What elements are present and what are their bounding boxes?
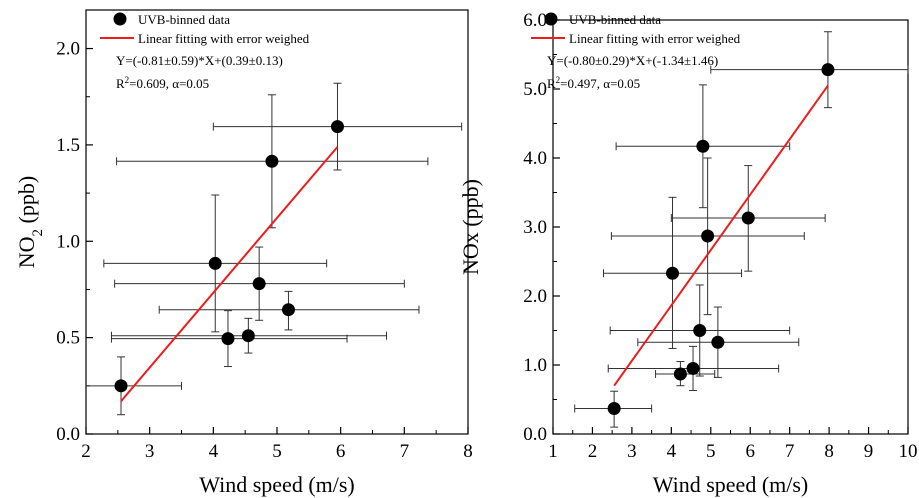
- left-x-tick-label: 3: [145, 441, 155, 462]
- right-x-tick-label: 8: [824, 441, 834, 462]
- right-r-squared-prefix: R: [547, 76, 556, 91]
- right-x-tick-label: 2: [588, 441, 598, 462]
- right-r-squared: R2=0.497, α=0.05: [547, 75, 640, 91]
- left-r-squared-value: =0.609, α=0.05: [129, 76, 209, 91]
- right-y-tick-label: 2.0: [523, 286, 547, 307]
- right-r-squared-value: =0.497, α=0.05: [560, 76, 640, 91]
- right-data-point: [711, 335, 725, 349]
- left-x-tick-label: 2: [81, 441, 91, 462]
- right-x-tick-label: 4: [667, 441, 677, 462]
- left-y-axis-label-unit: (ppb): [14, 176, 39, 229]
- left-legend-point-label: UVB-binned data: [138, 12, 230, 27]
- right-x-tick-label: 5: [706, 441, 716, 462]
- right-legend-line-label: Linear fitting with error weighed: [569, 31, 741, 46]
- right-data-point: [696, 139, 710, 153]
- right-data-point: [686, 361, 700, 375]
- left-data-point: [252, 277, 266, 291]
- left-chart: 2 3 4 5 6 7 8 0.0 0.5 1.0 1.5 2.0 Wind speed (m/s) NO…: [14, 9, 473, 497]
- left-x-tick-label: 4: [209, 441, 219, 462]
- left-data-point: [241, 329, 255, 343]
- right-x-tick-label: 6: [745, 441, 755, 462]
- right-x-tick-label: 7: [785, 441, 795, 462]
- right-fit-line: [613, 84, 829, 387]
- left-data-point: [330, 120, 344, 134]
- right-y-tick-label: 6.0: [523, 10, 547, 31]
- left-data-point: [265, 154, 279, 168]
- right-data-point: [821, 63, 835, 77]
- right-fit-equation: Y=(-0.80±0.29)*X+(-1.34±1.46): [547, 53, 718, 68]
- left-r-squared-prefix: R: [116, 76, 125, 91]
- right-y-tick-label: 3.0: [523, 217, 547, 238]
- right-y-axis-label: NOx (ppb): [458, 179, 483, 275]
- left-x-tick-label: 6: [336, 441, 346, 462]
- left-legend: UVB-binned data Linear fitting with error…: [100, 12, 310, 91]
- right-x-tick-label: 3: [627, 441, 637, 462]
- right-x-axis-label: Wind speed (m/s): [653, 472, 809, 497]
- left-fit-line: [120, 146, 339, 402]
- left-x-tick-label: 5: [272, 441, 282, 462]
- left-x-axis-label: Wind speed (m/s): [199, 472, 355, 497]
- right-chart: 1 2 3 4 5 6 7 8 9 10 0.0 1.0 2.0 3.0 4.0 5.0 6.0 Wind spe…: [458, 10, 918, 497]
- right-x-tick-label: 9: [864, 441, 874, 462]
- left-data-point: [281, 303, 295, 317]
- right-data-point: [666, 266, 680, 280]
- left-y-tick-label: 1.5: [56, 135, 80, 156]
- left-y-axis-label-main: NO: [14, 236, 39, 268]
- right-y-tick-label: 5.0: [523, 79, 547, 100]
- right-data-point: [673, 367, 687, 381]
- left-legend-point-marker: [113, 12, 127, 26]
- right-data-point: [693, 324, 707, 337]
- right-data-point: [741, 211, 755, 225]
- left-y-axis-label-sub: 2: [30, 229, 46, 237]
- left-y-tick-label: 0.5: [56, 328, 80, 349]
- left-legend-line-label: Linear fitting with error weighed: [138, 31, 310, 46]
- left-plot-frame: [85, 9, 469, 435]
- right-y-axis-label-main: NOx: [458, 232, 483, 275]
- left-data-point: [221, 332, 235, 346]
- right-legend: UVB-binned data Linear fitting with error…: [531, 12, 741, 91]
- right-y-tick-label: 4.0: [523, 148, 547, 169]
- left-r-squared-sup: 2: [125, 75, 130, 85]
- left-x-tick-label: 7: [400, 441, 410, 462]
- right-y-tick-label: 1.0: [523, 355, 547, 376]
- left-y-tick-label: 0.0: [56, 424, 80, 445]
- right-legend-point-marker: [544, 12, 558, 26]
- left-r-squared: R2=0.609, α=0.05: [116, 75, 209, 91]
- right-x-tick-label: 10: [899, 441, 918, 462]
- left-y-tick-label: 1.0: [56, 231, 80, 252]
- left-fit-equation: Y=(-0.81±0.59)*X+(0.39±0.13): [116, 53, 283, 68]
- right-legend-point-label: UVB-binned data: [569, 12, 661, 27]
- left-x-tick-label: 8: [463, 441, 473, 462]
- right-y-tick-label: 0.0: [523, 424, 547, 445]
- right-x-tick-label: 1: [548, 441, 558, 462]
- left-y-tick-label: 2.0: [56, 39, 80, 60]
- left-y-axis-label: NO2 (ppb): [14, 176, 46, 268]
- right-data-point: [607, 401, 621, 415]
- right-r-squared-sup: 2: [556, 75, 561, 85]
- left-data-point: [114, 379, 128, 393]
- left-data-point: [208, 256, 222, 270]
- right-y-axis-label-unit: (ppb): [458, 179, 483, 232]
- right-data-point: [701, 229, 715, 243]
